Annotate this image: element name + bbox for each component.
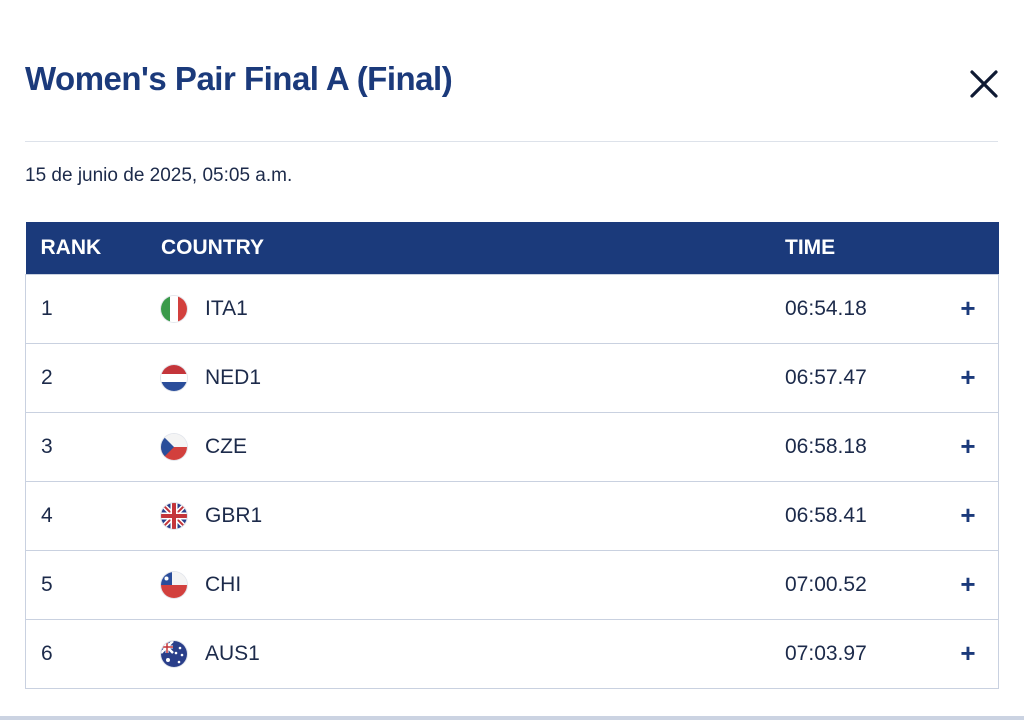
- expand-button[interactable]: +: [960, 431, 976, 461]
- country-cell: AUS1: [161, 619, 785, 688]
- result-row: 3 CZE 06:58.18 +: [25, 412, 999, 481]
- flag: [161, 502, 187, 529]
- country: NED1: [205, 365, 262, 389]
- rank: 1: [41, 296, 53, 320]
- country: CHI: [205, 572, 242, 596]
- rank: 4: [41, 503, 53, 527]
- expand-button[interactable]: +: [960, 500, 976, 530]
- results-table: RANK COUNTRY TIME 1 ITA1 06:54.18 + 2 NE…: [25, 222, 999, 689]
- race-date: 15 de junio de 2025, 05:05 a.m.: [25, 165, 293, 186]
- flag: [161, 640, 187, 667]
- result-row: 1 ITA1 06:54.18 +: [25, 274, 999, 343]
- country: CZE: [205, 434, 247, 458]
- header-row: RANK COUNTRY TIME: [25, 222, 999, 274]
- dialog-title: Women's Pair Final A (Final): [25, 60, 453, 97]
- flag: [161, 364, 187, 391]
- result-row: 4 GBR1 06:58.41 +: [25, 481, 999, 550]
- time: 06:57.47: [785, 365, 867, 389]
- time: 06:54.18: [785, 296, 867, 320]
- flag: [161, 433, 187, 460]
- rank: 3: [41, 434, 53, 458]
- flag: [161, 571, 187, 598]
- country-cell: GBR1: [161, 481, 785, 550]
- spacer: [938, 222, 999, 274]
- country-cell: NED1: [161, 343, 785, 412]
- country-cell: ITA1: [161, 274, 785, 343]
- column-header: RANK: [40, 235, 102, 259]
- rank: 2: [41, 365, 53, 389]
- expand-button[interactable]: +: [960, 362, 976, 392]
- time: 06:58.18: [785, 434, 867, 458]
- result-row: 5 CHI 07:00.52 +: [25, 550, 999, 619]
- expand-button[interactable]: +: [960, 569, 976, 599]
- close-button[interactable]: [966, 66, 1002, 102]
- divider: [25, 141, 998, 142]
- flag: [161, 295, 187, 322]
- country: ITA1: [205, 296, 248, 320]
- time: 07:03.97: [785, 641, 867, 665]
- country-cell: CHI: [161, 550, 785, 619]
- bottom-border: [0, 716, 1024, 720]
- time: 07:00.52: [785, 572, 867, 596]
- country-cell: CZE: [161, 412, 785, 481]
- result-row: 6 AUS1 07:03.97 +: [25, 619, 999, 688]
- rank: 5: [41, 572, 53, 596]
- country: GBR1: [205, 503, 263, 527]
- column-header: TIME: [785, 235, 836, 259]
- expand-button[interactable]: +: [960, 293, 976, 323]
- rank: 6: [41, 641, 53, 665]
- column-header: COUNTRY: [161, 235, 265, 259]
- time: 06:58.41: [785, 503, 867, 527]
- result-row: 2 NED1 06:57.47 +: [25, 343, 999, 412]
- country: AUS1: [205, 641, 260, 665]
- expand-button[interactable]: +: [960, 638, 976, 668]
